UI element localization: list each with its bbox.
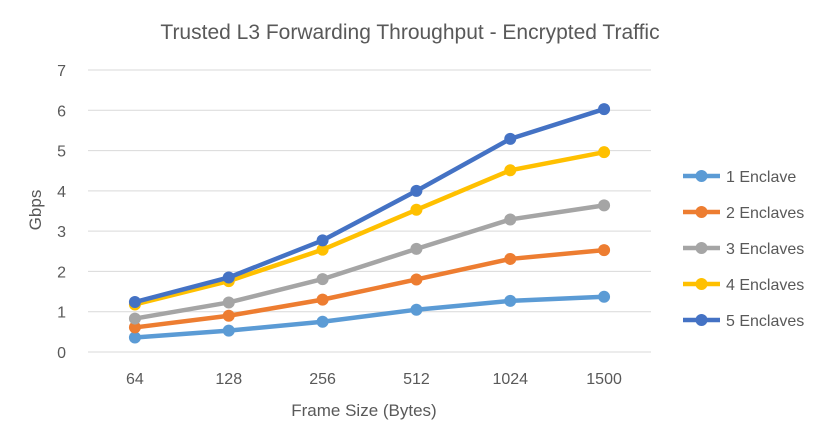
data-point [128,321,141,334]
legend-label: 5 Enclaves [726,313,804,330]
y-tick-label: 0 [57,345,66,362]
legend-swatch-marker [695,314,708,326]
data-point [410,184,423,197]
y-tick-label: 6 [57,103,66,120]
data-point [504,213,517,226]
data-point [128,331,141,344]
data-point [316,243,329,256]
x-axis-label: Frame Size (Bytes) [291,401,436,420]
data-point [410,203,423,216]
data-point [504,252,517,265]
y-axis-label: Gbps [26,190,45,231]
legend-swatch-marker [695,242,708,254]
series-1 [128,290,611,344]
y-tick-label: 2 [57,264,66,281]
data-point [410,273,423,286]
x-tick-label: 1024 [492,371,528,388]
y-tick-label: 7 [57,63,66,80]
series-line [132,203,607,321]
legend-item: 3 Enclaves [683,241,804,258]
y-tick-label: 3 [57,224,66,241]
data-point [410,303,423,316]
legend-item: 4 Enclaves [683,277,804,294]
x-axis-ticks: 64 128 256 512 1024 1500 [126,371,622,388]
data-point [222,324,235,337]
data-point [598,199,611,212]
y-axis-ticks: 0 1 2 3 4 5 6 7 [57,63,66,362]
legend: 1 Enclave 2 Enclaves 3 Enclaves 4 Enclaves 5… [683,169,804,330]
legend-label: 1 Enclave [726,169,796,186]
series-line [132,106,607,305]
series-4 [128,146,611,311]
series-group [128,103,611,344]
legend-item: 2 Enclaves [683,205,804,222]
y-tick-label: 4 [57,184,66,201]
data-point [316,273,329,286]
data-point [598,290,611,303]
data-point [504,164,517,177]
y-tick-label: 1 [57,305,66,322]
legend-label: 4 Enclaves [726,277,804,294]
x-tick-label: 512 [403,371,430,388]
legend-label: 3 Enclaves [726,241,804,258]
series-5 [128,103,611,309]
legend-swatch-marker [695,170,708,182]
data-point [316,234,329,247]
data-point [504,132,517,145]
legend-swatch-marker [695,278,708,290]
data-point [410,242,423,255]
x-tick-label: 128 [215,371,242,388]
legend-swatch-marker [695,206,708,218]
data-point [316,293,329,306]
x-tick-label: 256 [309,371,336,388]
data-point [128,296,141,309]
chart-title: Trusted L3 Forwarding Throughput - Encry… [160,21,659,44]
data-point [598,244,611,257]
x-tick-label: 1500 [586,371,622,388]
series-line [132,149,607,307]
data-point [598,146,611,159]
x-tick-label: 64 [126,371,144,388]
data-point [222,309,235,322]
data-point [222,271,235,284]
legend-item: 5 Enclaves [683,313,804,330]
data-point [222,296,235,309]
legend-item: 1 Enclave [683,169,796,186]
series-3 [128,199,611,325]
data-point [598,103,611,116]
data-point [504,294,517,307]
legend-label: 2 Enclaves [726,205,804,222]
data-point [316,315,329,328]
y-tick-label: 5 [57,144,66,161]
series-line [132,294,607,340]
data-point [128,312,141,325]
series-line [132,247,607,330]
series-2 [128,244,611,334]
